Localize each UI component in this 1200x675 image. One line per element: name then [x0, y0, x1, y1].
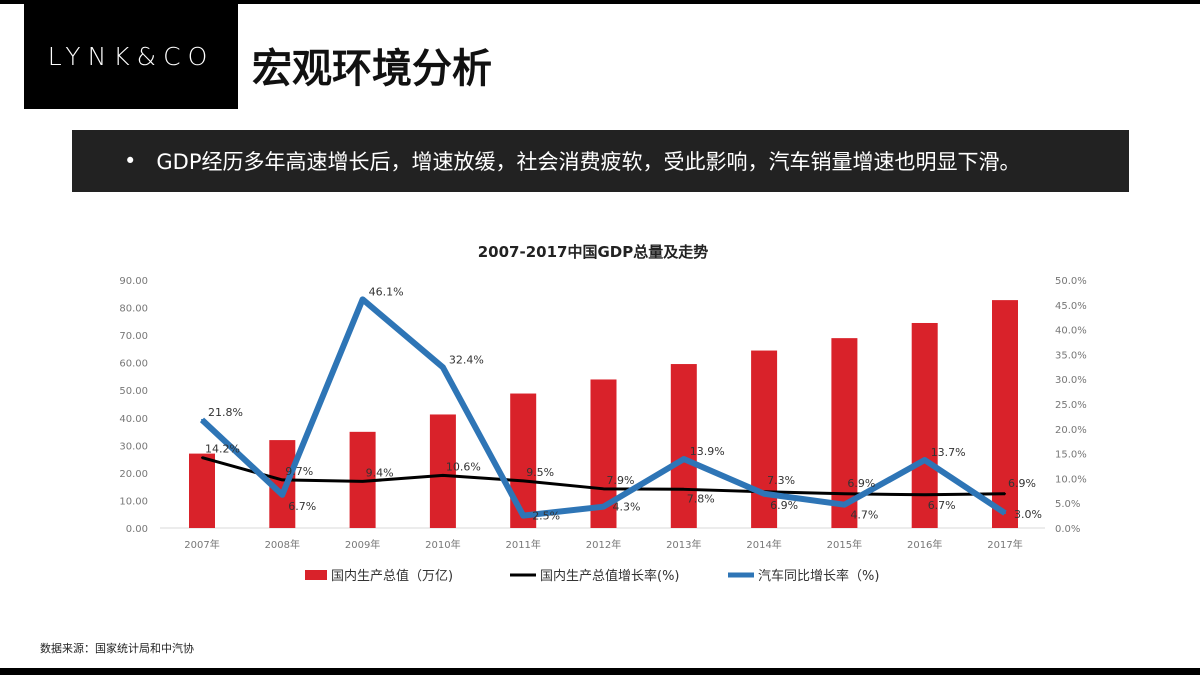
gdp-growth-label: 6.9%: [1008, 477, 1036, 490]
car-growth-point: [923, 459, 926, 462]
gdp-growth-point: [1004, 492, 1006, 495]
right-tick-label: 15.0%: [1055, 450, 1087, 461]
car-growth-point: [522, 514, 525, 517]
left-tick-label: 80.00: [119, 304, 148, 315]
gdp-growth-point: [522, 479, 525, 482]
gdp-growth-point: [843, 492, 846, 495]
gdp-growth-label: 7.3%: [767, 474, 795, 487]
bottom-border: [0, 668, 1200, 675]
car-growth-label: 46.1%: [369, 285, 404, 298]
right-tick-label: 20.0%: [1055, 425, 1087, 436]
right-tick-label: 5.0%: [1055, 499, 1080, 510]
legend-label: 国内生产总值增长率(%): [540, 568, 680, 584]
gdp-bar: [189, 453, 215, 528]
left-tick-label: 30.00: [119, 441, 148, 452]
gdp-bar: [751, 350, 778, 528]
car-growth-label: 21.8%: [208, 406, 243, 419]
car-growth-point: [441, 366, 444, 369]
car-growth-label: 4.3%: [613, 501, 641, 514]
gdp-growth-label: 7.9%: [607, 474, 635, 487]
car-growth-label: 4.7%: [850, 509, 878, 522]
left-tick-label: 90.00: [119, 276, 148, 287]
gdp-bar: [670, 364, 697, 528]
gdp-growth-label: 14.2%: [205, 443, 240, 456]
gdp-growth-point: [441, 474, 444, 477]
x-tick-label: 2014年: [746, 538, 781, 551]
right-tick-label: 35.0%: [1055, 350, 1087, 361]
summary-text: GDP经历多年高速增长后，增速放缓，社会消费疲软，受此影响，汽车销量增速也明显下…: [156, 150, 1021, 174]
x-tick-label: 2016年: [907, 538, 942, 551]
left-tick-label: 20.00: [119, 469, 148, 480]
gdp-growth-label: 7.8%: [687, 492, 715, 505]
car-growth-label: 6.9%: [770, 499, 798, 512]
car-growth-label: 2.5%: [532, 510, 560, 523]
chart-title: 2007-2017中国GDP总量及走势: [478, 243, 708, 261]
gdp-bar: [831, 338, 858, 528]
car-growth-point: [602, 505, 605, 508]
x-tick-label: 2015年: [827, 538, 862, 551]
right-tick-label: 25.0%: [1055, 400, 1087, 411]
x-tick-label: 2013年: [666, 538, 701, 551]
summary-banner: • GDP经历多年高速增长后，增速放缓，社会消费疲软，受此影响，汽车销量增速也明…: [72, 130, 1129, 192]
left-tick-label: 0.00: [126, 524, 148, 535]
legend-label: 国内生产总值（万亿): [331, 568, 453, 584]
data-source: 数据来源：国家统计局和中汽协: [40, 642, 194, 655]
gdp-growth-point: [281, 478, 284, 481]
bullet: •: [124, 149, 137, 173]
car-growth-label: 32.4%: [449, 353, 484, 366]
gdp-bar: [911, 322, 938, 528]
x-tick-label: 2011年: [505, 538, 540, 551]
car-growth-point: [361, 298, 364, 301]
gdp-growth-point: [361, 480, 364, 483]
car-growth-label: 6.7%: [288, 500, 316, 513]
page-title: 宏观环境分析: [252, 46, 492, 92]
car-growth-point: [1004, 512, 1006, 515]
brand-logo: LYNK&CO: [24, 4, 238, 109]
x-tick-label: 2007年: [184, 538, 219, 551]
right-tick-label: 10.0%: [1055, 474, 1087, 485]
left-tick-label: 70.00: [119, 331, 148, 342]
gdp-bar: [429, 414, 456, 528]
top-border: [0, 0, 1200, 4]
left-tick-label: 40.00: [119, 414, 148, 425]
car-growth-point: [843, 503, 846, 506]
legend-swatch-gdp: [305, 570, 327, 580]
car-growth-label: 13.7%: [931, 446, 966, 459]
right-tick-label: 0.0%: [1055, 524, 1080, 535]
x-tick-label: 2010年: [425, 538, 460, 551]
car-growth-point: [763, 492, 766, 495]
gdp-growth-label: 10.6%: [446, 460, 481, 473]
gdp-growth-label: 9.5%: [526, 466, 554, 479]
right-tick-label: 40.0%: [1055, 326, 1087, 337]
car-growth-label: 3.0%: [1014, 508, 1042, 521]
car-growth-point: [281, 493, 284, 496]
gdp-growth-point: [682, 488, 685, 491]
left-tick-label: 50.00: [119, 386, 148, 397]
right-tick-label: 30.0%: [1055, 375, 1087, 386]
car-growth-label: 13.9%: [690, 445, 725, 458]
x-tick-label: 2017年: [987, 538, 1022, 551]
left-tick-label: 10.00: [119, 496, 148, 507]
gdp-growth-point: [602, 487, 605, 490]
x-tick-label: 2012年: [586, 538, 621, 551]
gdp-growth-label: 9.7%: [285, 465, 313, 478]
gdp-bar: [992, 300, 1018, 528]
gdp-growth-label: 6.9%: [847, 477, 875, 490]
gdp-bar: [510, 393, 537, 528]
gdp-growth-point: [923, 493, 926, 496]
x-tick-label: 2009年: [345, 538, 380, 551]
right-tick-label: 50.0%: [1055, 276, 1087, 287]
x-tick-label: 2008年: [265, 538, 300, 551]
gdp-growth-label: 9.4%: [366, 466, 394, 479]
logo-text: LYNK&CO: [47, 42, 215, 71]
gdp-growth-point: [201, 456, 203, 459]
gdp-growth-label: 6.7%: [928, 499, 956, 512]
legend-label: 汽车同比增长率（%): [758, 568, 879, 584]
left-tick-label: 60.00: [119, 359, 148, 370]
car-growth-point: [201, 418, 203, 421]
right-tick-label: 45.0%: [1055, 301, 1087, 312]
car-growth-point: [682, 458, 685, 461]
